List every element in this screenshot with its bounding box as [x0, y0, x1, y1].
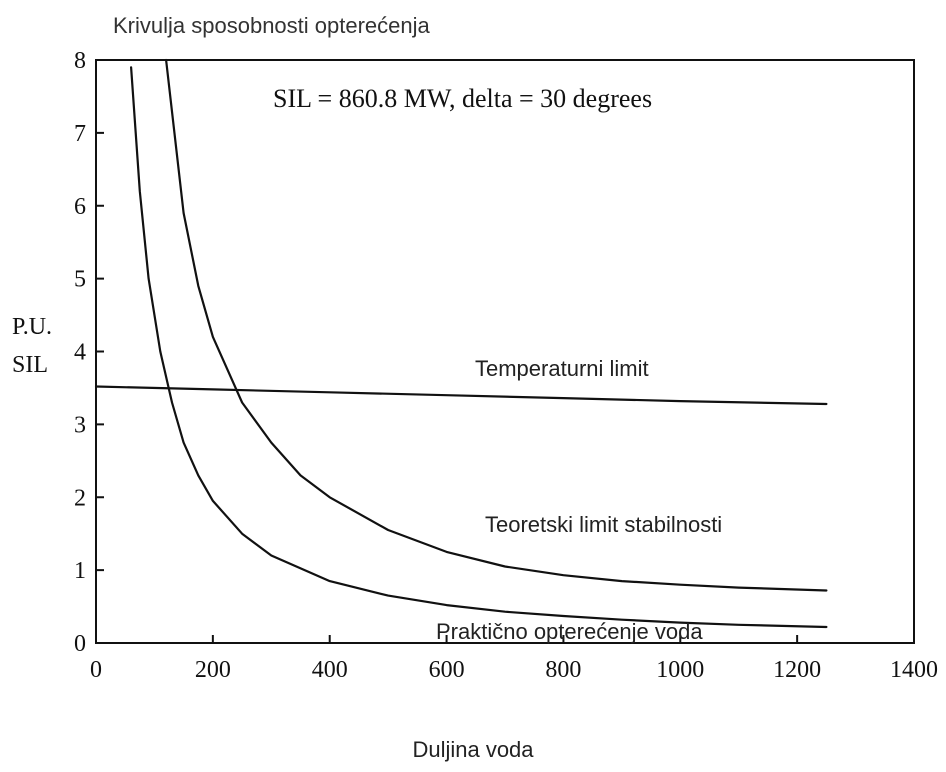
- y-tick-label: 5: [74, 267, 86, 293]
- series-label-prakticno-opterecenje-voda: Praktično opterećenje voda: [436, 619, 703, 644]
- x-tick-label: 1400: [890, 657, 938, 683]
- y-axis-label-line-1: P.U.: [12, 314, 52, 340]
- x-tick-label: 800: [545, 657, 581, 683]
- y-tick-label: 0: [74, 631, 86, 657]
- series-label-teoretski-limit-stabilnosti: Teoretski limit stabilnosti: [485, 512, 722, 537]
- series-line-teoretski-limit-stabilnosti: [165, 58, 828, 592]
- x-tick-label: 0: [90, 657, 102, 683]
- x-tick-label: 1000: [656, 657, 704, 683]
- x-tick-label: 1200: [773, 657, 821, 683]
- x-axis-label: Duljina voda: [412, 737, 534, 762]
- series-lines: [94, 58, 828, 629]
- chart-title: Krivulja sposobnosti opterećenja: [113, 13, 431, 38]
- y-tick-label: 1: [74, 558, 86, 584]
- series-line-prakticno-opterecenje-voda: [130, 66, 828, 629]
- y-tick-label: 6: [74, 194, 86, 220]
- y-tick-label: 3: [74, 412, 86, 438]
- x-axis-ticks: 0 200 400 600 800 1000 1200 1400: [90, 635, 938, 683]
- series-line-temperaturni-limit: [94, 385, 828, 406]
- y-tick-label: 4: [74, 340, 86, 366]
- y-tick-label: 7: [74, 121, 86, 147]
- y-tick-label: 2: [74, 485, 86, 511]
- chart-annotation: SIL = 860.8 MW, delta = 30 degrees: [273, 84, 652, 113]
- x-tick-label: 400: [312, 657, 348, 683]
- y-axis-label-line-2: SIL: [12, 352, 48, 378]
- y-axis-ticks: 0 1 2 3 4 5 6 7 8: [74, 48, 104, 657]
- series-label-temperaturni-limit: Temperaturni limit: [475, 356, 649, 381]
- x-tick-label: 200: [195, 657, 231, 683]
- x-tick-label: 600: [429, 657, 465, 683]
- y-tick-label: 8: [74, 48, 86, 74]
